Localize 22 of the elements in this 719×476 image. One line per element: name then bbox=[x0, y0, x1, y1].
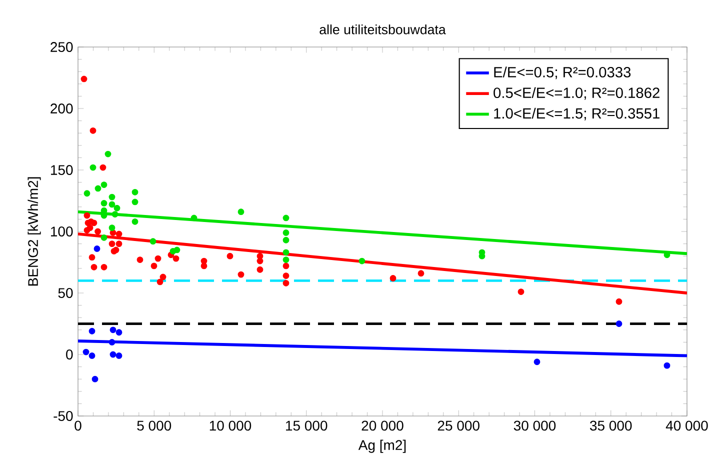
chart-title: alle utiliteitsbouwdata bbox=[320, 24, 446, 34]
x-tick-label: 20 000 bbox=[362, 420, 404, 431]
y-tick-label: 100 bbox=[51, 226, 73, 236]
y-tick-label: 0 bbox=[66, 350, 73, 360]
x-tick-label: 35 000 bbox=[590, 420, 632, 431]
x-tick-label: 15 000 bbox=[286, 420, 328, 431]
x-tick-label: 25 000 bbox=[438, 420, 480, 431]
y-axis-title: BENG2 [kWh/m2] bbox=[28, 177, 41, 286]
legend-label: 1.0<E/E<=1.5; R²=0.3551 bbox=[494, 108, 660, 120]
y-tick-label: 50 bbox=[58, 288, 73, 298]
x-tick-label: 10 000 bbox=[210, 420, 252, 431]
x-tick-label: 30 000 bbox=[514, 420, 556, 431]
y-tick-label: 250 bbox=[50, 42, 73, 52]
x-axis-title: Ag [m2] bbox=[358, 440, 406, 453]
y-tick-label: 150 bbox=[51, 165, 73, 175]
legend-label: E/E<=0.5; R²=0.0333 bbox=[494, 66, 631, 80]
x-tick-label: 0 bbox=[74, 420, 82, 431]
x-tick-label: 5 000 bbox=[137, 420, 172, 431]
x-tick-label: 40 000 bbox=[666, 420, 708, 431]
y-tick-label: 200 bbox=[50, 104, 73, 114]
legend-label: 0.5<E/E<=1.0; R²=0.1862 bbox=[494, 87, 660, 100]
y-tick-label: -50 bbox=[54, 411, 73, 421]
